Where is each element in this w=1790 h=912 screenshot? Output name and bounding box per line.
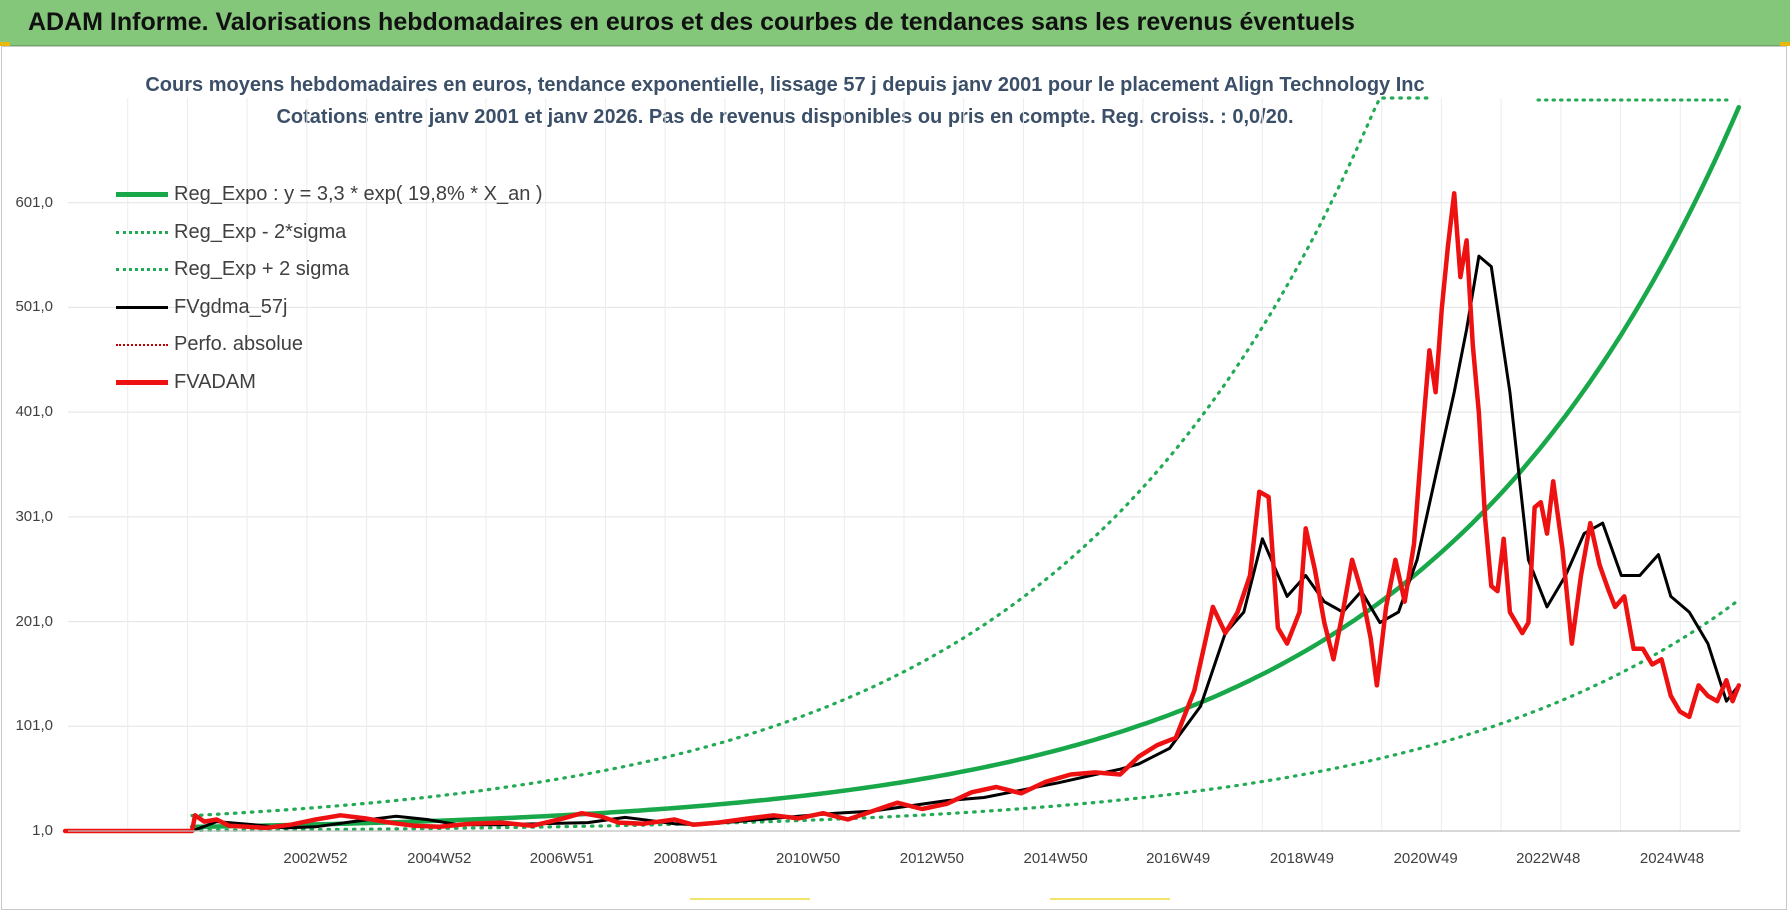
report-banner: ADAM Informe. Valorisations hebdomadaire… xyxy=(0,0,1790,46)
x-tick-label: 2012W50 xyxy=(899,850,964,867)
grid-lines xyxy=(68,98,1741,831)
legend-item: FVADAM xyxy=(116,364,543,402)
x-tick-label: 2008W51 xyxy=(653,850,718,867)
legend-swatch xyxy=(116,379,168,385)
legend-item: Reg_Exp - 2*sigma xyxy=(116,214,543,252)
legend-item: FVgdma_57j xyxy=(116,289,543,327)
y-tick-label: 401,0 xyxy=(15,403,53,421)
x-tick-label: 2018W49 xyxy=(1269,850,1335,867)
series-line-0 xyxy=(189,104,1742,830)
x-tick-label: 2014W50 xyxy=(1023,850,1088,867)
report-title: ADAM Informe. Valorisations hebdomadaire… xyxy=(28,8,1355,36)
legend-item: Reg_Exp + 2 sigma xyxy=(116,251,543,289)
chart-frame xyxy=(1,46,1787,910)
y-tick-label: 101,0 xyxy=(15,717,53,735)
y-tick-label: 301,0 xyxy=(15,507,53,525)
x-tick-label: 2010W50 xyxy=(776,850,841,867)
corner-mark-left xyxy=(0,42,10,46)
legend-item: Perfo. absolue xyxy=(116,326,543,364)
legend-swatch xyxy=(116,192,168,198)
bottom-mark-right xyxy=(1050,898,1170,900)
x-tick-label: 2022W48 xyxy=(1516,850,1581,867)
series-line-5 xyxy=(62,191,1742,834)
x-tick-label: 2002W52 xyxy=(283,850,348,867)
y-tick-label: 501,0 xyxy=(15,298,53,316)
legend-item: Reg_Expo : y = 3,3 * exp( 19,8% * X_an ) xyxy=(116,176,543,214)
corner-mark-right xyxy=(1780,42,1790,46)
legend-label: Perfo. absolue xyxy=(174,333,303,356)
legend-label: Reg_Expo : y = 3,3 * exp( 19,8% * X_an ) xyxy=(174,183,543,206)
series-layer xyxy=(62,96,1742,834)
series-line-1 xyxy=(190,598,1741,833)
legend-swatch xyxy=(116,343,168,346)
legend-label: Reg_Exp - 2*sigma xyxy=(174,220,347,243)
y-tick-label: 1,0 xyxy=(32,822,53,839)
legend-swatch xyxy=(116,305,168,309)
x-tick-label: 2004W52 xyxy=(407,850,472,867)
legend-swatch xyxy=(116,268,168,272)
x-tick-label: 2020W49 xyxy=(1393,850,1458,867)
legend-label: FVgdma_57j xyxy=(174,295,288,318)
y-tick-label: 201,0 xyxy=(15,612,53,630)
x-tick-label: 2016W49 xyxy=(1146,850,1211,867)
chart-title: Cours moyens hebdomadaires en euros, ten… xyxy=(145,74,1425,96)
legend-label: Reg_Exp + 2 sigma xyxy=(174,258,350,281)
x-tick-label: 2006W51 xyxy=(529,850,594,867)
y-tick-label: 601,0 xyxy=(15,193,53,211)
x-tick-label: 2024W48 xyxy=(1639,850,1705,867)
legend-label: FVADAM xyxy=(174,370,256,393)
legend-swatch xyxy=(116,230,168,234)
series-line-2 xyxy=(190,96,1432,818)
bottom-mark-left xyxy=(690,898,810,900)
chart-legend: Reg_Expo : y = 3,3 * exp( 19,8% * X_an )… xyxy=(116,176,543,401)
